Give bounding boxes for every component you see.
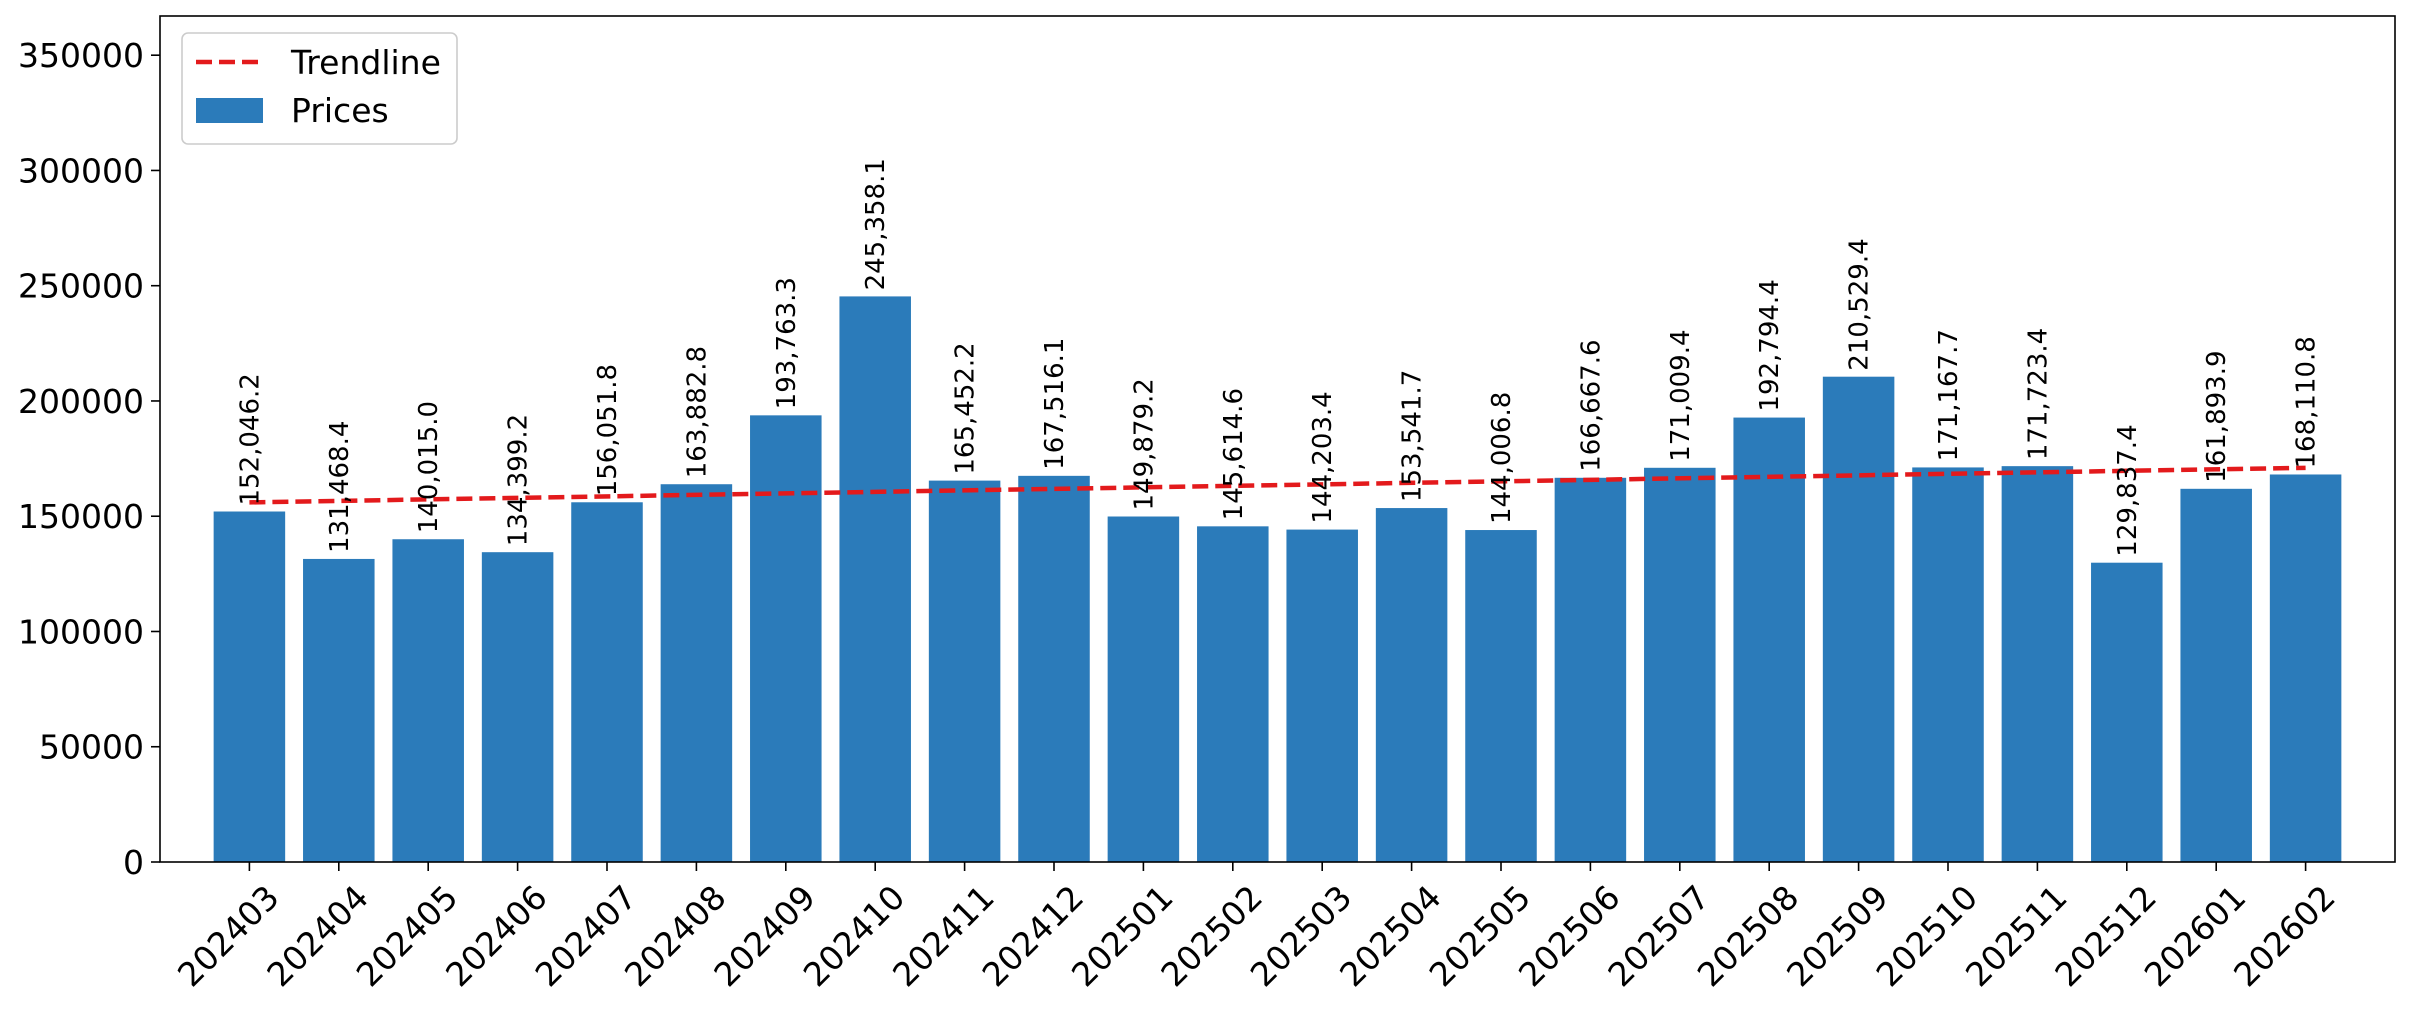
y-tick-label-250000: 250000 (18, 267, 144, 306)
data-label-202506: 166,667.6 (1576, 339, 1606, 471)
y-tick-label-50000: 50000 (39, 728, 144, 767)
y-tick-label-0: 0 (123, 843, 144, 882)
bar-202404 (303, 558, 375, 862)
data-label-202403: 152,046.2 (235, 373, 265, 505)
bar-202602 (2269, 474, 2342, 862)
data-label-202601: 161,893.9 (2202, 350, 2232, 482)
bar-202507 (1644, 467, 1716, 862)
bar-202412 (1018, 475, 1090, 862)
data-label-202407: 156,051.8 (593, 364, 623, 496)
bar-202503 (1286, 529, 1358, 862)
data-label-202412: 167,516.1 (1040, 338, 1070, 470)
bar-202502 (1197, 526, 1269, 862)
data-label-202411: 165,452.2 (951, 342, 981, 474)
plot-frame (159, 15, 2396, 863)
y-tick-label-300000: 300000 (18, 151, 144, 190)
y-tick-label-150000: 150000 (18, 497, 144, 536)
trendline (249, 465, 2306, 505)
bar-202511 (2001, 466, 2074, 862)
bar-202501 (1107, 516, 1180, 862)
x-tick-label-202602: 202602 (2226, 878, 2343, 995)
bar-202504 (1375, 508, 1448, 862)
trendline-group (249, 465, 2306, 505)
bar-202403 (213, 511, 286, 862)
y-tick-label-100000: 100000 (18, 612, 144, 651)
data-label-202406: 134,399.2 (504, 414, 534, 546)
legend-prices-label: Prices (291, 91, 389, 130)
data-label-202404: 131,468.4 (325, 421, 355, 553)
y-tick-label-350000: 350000 (18, 36, 144, 75)
bar-202410 (839, 296, 911, 862)
bar-202510 (1912, 467, 1984, 862)
data-labels-group: 152,046.2 131,468.4 140,015.0 134,399.2 156,… (235, 158, 2321, 557)
data-label-202503: 144,203.4 (1308, 391, 1338, 523)
bar-202505 (1465, 530, 1537, 862)
bar-202407 (571, 502, 643, 862)
data-label-202409: 193,763.3 (772, 277, 802, 409)
data-label-202602: 168,110.8 (2292, 336, 2322, 468)
legend-trendline-label: Trendline (290, 43, 441, 82)
data-label-202405: 140,015.0 (414, 401, 444, 533)
data-label-202410: 245,358.1 (861, 158, 891, 290)
data-label-202408: 163,882.8 (682, 346, 712, 478)
legend: Trendline Prices (181, 32, 458, 145)
data-label-202505: 144,006.8 (1487, 392, 1517, 524)
data-label-202510: 171,167.7 (1934, 329, 1964, 461)
data-label-202507: 171,009.4 (1666, 329, 1696, 461)
bars-group (213, 296, 2342, 862)
bar-202509 (1822, 376, 1895, 862)
bar-202406 (481, 552, 554, 862)
bar-202411 (928, 480, 1001, 862)
bar-202409 (750, 415, 822, 862)
data-label-202512: 129,837.4 (2113, 424, 2143, 556)
bar-202508 (1733, 417, 1805, 862)
data-label-202508: 192,794.4 (1755, 279, 1785, 411)
data-label-202502: 145,614.6 (1219, 388, 1249, 520)
bar-202506 (1554, 477, 1627, 862)
legend-prices-swatch (196, 98, 263, 123)
bar-202512 (2091, 562, 2163, 862)
bar-202601 (2180, 488, 2252, 862)
data-label-202504: 153,541.7 (1398, 370, 1428, 502)
y-tick-label-200000: 200000 (18, 382, 144, 421)
data-label-202511: 171,723.4 (2023, 328, 2053, 460)
data-label-202501: 149,879.2 (1129, 378, 1159, 510)
bar-202405 (392, 539, 464, 862)
bar-202408 (660, 484, 733, 862)
data-label-202509: 210,529.4 (1845, 238, 1875, 370)
